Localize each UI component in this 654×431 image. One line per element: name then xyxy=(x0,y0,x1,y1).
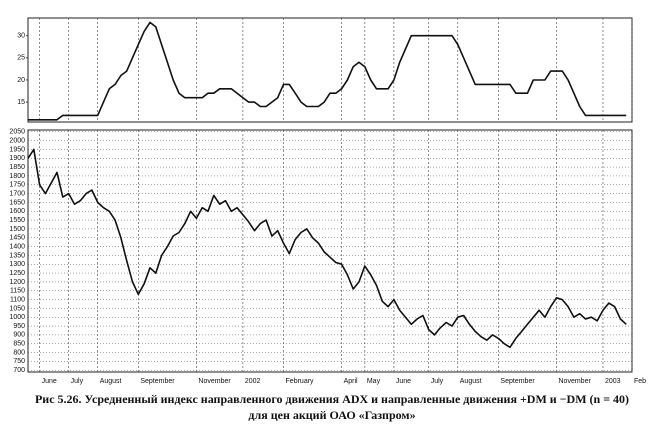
y-tick-label: 15 xyxy=(17,99,25,106)
caption: для цен акций ОАО «Газпром» xyxy=(248,408,415,422)
y-tick-label: 1750 xyxy=(9,182,25,189)
x-tick-label: February xyxy=(286,378,315,385)
data-line xyxy=(28,21,627,121)
y-tick-label: 30 xyxy=(17,33,25,40)
y-tick-label: 1550 xyxy=(9,217,25,224)
y-tick-label: 1900 xyxy=(9,155,25,162)
x-tick-label: 2003 xyxy=(605,378,621,385)
x-tick-label: April xyxy=(344,378,358,385)
y-tick-label: 1050 xyxy=(9,305,25,312)
y-tick-label: 1850 xyxy=(9,164,25,171)
x-tick-label: August xyxy=(100,378,122,385)
y-tick-label: 1300 xyxy=(9,261,25,268)
x-tick-label: November xyxy=(198,378,231,385)
y-tick-label: 1150 xyxy=(10,288,25,295)
x-tick-label: Feb xyxy=(634,378,646,385)
y-tick-label: 2000 xyxy=(9,137,25,144)
y-tick-label: 1450 xyxy=(9,235,25,242)
x-tick-label: June xyxy=(396,378,411,385)
caption: Рис 5.26. Усредненный индекс направленно… xyxy=(35,392,629,406)
x-tick-label: June xyxy=(42,378,57,385)
y-tick-label: 1650 xyxy=(9,199,25,206)
y-tick-label: 800 xyxy=(13,349,25,356)
y-tick-label: 950 xyxy=(13,323,25,330)
y-tick-label: 1100 xyxy=(10,296,25,303)
x-tick-label: 2002 xyxy=(245,378,261,385)
x-tick-label: November xyxy=(559,378,592,385)
top-frame xyxy=(27,17,633,123)
y-tick-label: 1700 xyxy=(9,190,25,197)
x-tick-label: May xyxy=(367,378,381,385)
y-tick-label: 850 xyxy=(13,341,25,348)
x-tick-label: September xyxy=(500,378,535,385)
x-tick-label: July xyxy=(71,378,84,385)
bottom-frame xyxy=(27,129,633,373)
y-tick-label: 1400 xyxy=(9,243,25,250)
y-tick-label: 1950 xyxy=(9,146,25,153)
y-tick-label: 1000 xyxy=(9,314,25,321)
y-tick-label: 1500 xyxy=(9,226,25,233)
y-tick-label: 25 xyxy=(17,55,25,62)
y-tick-label: 1800 xyxy=(9,173,25,180)
y-tick-label: 2050 xyxy=(9,129,25,136)
y-tick-label: 1250 xyxy=(9,270,25,277)
x-tick-label: September xyxy=(140,378,175,385)
y-tick-label: 1350 xyxy=(9,252,25,259)
y-tick-label: 750 xyxy=(13,358,25,365)
data-line xyxy=(27,148,627,349)
y-tick-label: 900 xyxy=(13,332,25,339)
x-tick-label: August xyxy=(460,378,482,385)
y-tick-label: 1200 xyxy=(9,279,25,286)
y-tick-label: 700 xyxy=(13,367,25,374)
y-tick-label: 1600 xyxy=(9,208,25,215)
y-tick-label: 20 xyxy=(17,77,25,84)
x-tick-label: July xyxy=(431,378,444,385)
